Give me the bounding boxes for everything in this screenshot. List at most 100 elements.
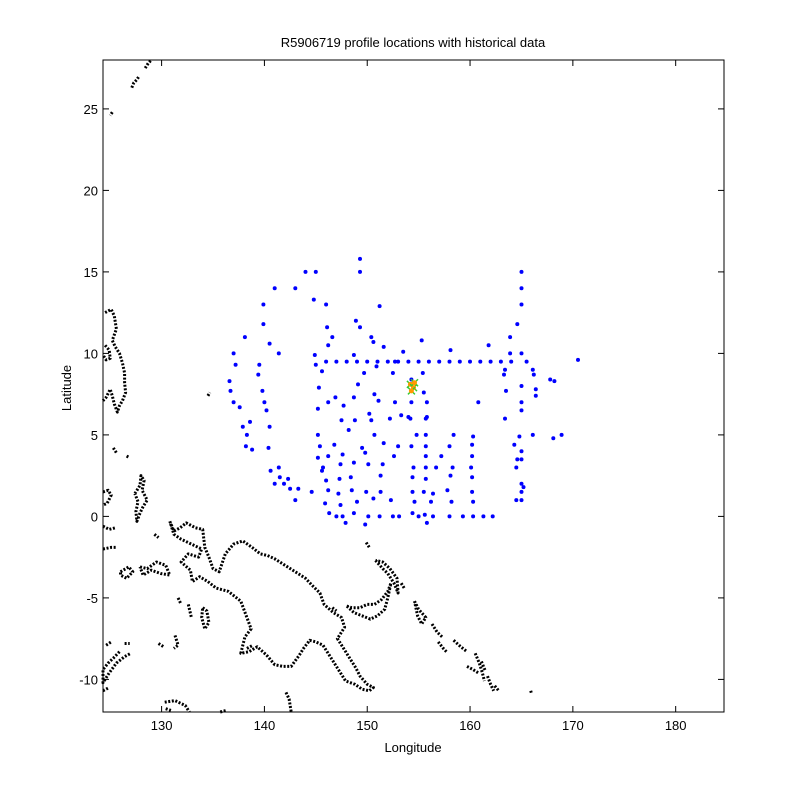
coastline-13: [102, 545, 117, 551]
historical-point: [533, 387, 538, 392]
historical-point: [410, 489, 415, 494]
y-tick-label: 15: [84, 265, 98, 280]
historical-point: [503, 416, 507, 421]
historical-point: [374, 364, 379, 369]
historical-point: [385, 359, 390, 364]
historical-point: [363, 522, 368, 527]
historical-point: [448, 348, 453, 353]
historical-point: [519, 269, 524, 274]
historical-point: [387, 416, 392, 421]
historical-point: [355, 499, 359, 504]
historical-point: [377, 514, 382, 519]
historical-point: [468, 359, 472, 364]
historical-point: [498, 359, 503, 364]
historical-point: [272, 286, 277, 291]
historical-point: [502, 372, 506, 377]
coastline-28: [284, 691, 293, 713]
historical-point: [423, 476, 428, 481]
y-axis-title: Latitude: [59, 365, 74, 411]
historical-point: [559, 432, 564, 437]
historical-point: [399, 413, 404, 418]
historical-point: [469, 465, 474, 470]
x-tick-label: 140: [254, 718, 276, 733]
historical-point: [508, 351, 513, 356]
historical-point: [264, 408, 269, 413]
historical-point: [355, 359, 359, 364]
profile-points-layer: [406, 378, 419, 395]
historical-point: [447, 444, 452, 449]
y-tick-label: 10: [84, 346, 98, 361]
historical-point: [326, 454, 331, 459]
historical-point: [519, 449, 524, 454]
historical-point: [237, 405, 242, 410]
historical-point: [272, 481, 277, 486]
historical-point: [488, 359, 493, 364]
historical-point: [228, 388, 233, 393]
historical-point: [372, 392, 377, 397]
historical-point: [533, 393, 538, 398]
historical-point: [519, 408, 524, 413]
historical-point: [358, 325, 362, 330]
historical-point: [286, 476, 291, 481]
historical-point: [377, 304, 382, 309]
historical-point: [423, 454, 428, 459]
coastline-16: [176, 597, 183, 606]
historical-point: [356, 382, 360, 387]
historical-point: [231, 351, 236, 356]
historical-point: [334, 359, 339, 364]
coastline-layer: [101, 58, 534, 714]
y-tick-label: -5: [86, 591, 98, 606]
coastline-12: [168, 520, 375, 693]
coastline-44: [493, 684, 500, 692]
historical-point: [424, 520, 429, 525]
historical-point: [423, 465, 428, 470]
historical-point: [268, 468, 273, 473]
historical-point: [503, 367, 507, 372]
historical-point: [324, 478, 329, 483]
coastline-43: [529, 690, 534, 695]
historical-point: [338, 462, 343, 467]
historical-point: [248, 419, 252, 424]
historical-point: [548, 377, 553, 382]
historical-point: [519, 384, 524, 388]
historical-point: [375, 359, 380, 364]
historical-point: [411, 465, 416, 470]
historical-point: [369, 335, 374, 340]
historical-point: [362, 371, 367, 375]
historical-point: [481, 514, 486, 519]
historical-point: [336, 491, 341, 496]
historical-point: [346, 428, 351, 432]
historical-point: [515, 457, 520, 462]
historical-point: [412, 499, 417, 504]
historical-point: [266, 445, 271, 450]
x-tick-label: 150: [356, 718, 378, 733]
historical-point: [338, 503, 343, 507]
historical-point: [416, 514, 421, 519]
historical-point: [397, 514, 402, 519]
historical-point: [471, 514, 476, 519]
historical-point: [323, 501, 328, 506]
historical-point: [519, 481, 524, 486]
historical-point: [330, 335, 335, 340]
historical-point: [316, 385, 321, 390]
historical-point: [260, 388, 265, 393]
historical-point: [451, 432, 456, 437]
historical-point: [343, 520, 348, 525]
historical-point: [277, 475, 282, 480]
historical-point: [344, 359, 349, 364]
historical-point: [315, 455, 320, 460]
historical-point: [334, 514, 339, 519]
historical-point: [450, 465, 455, 470]
historical-point: [524, 359, 529, 364]
historical-point: [327, 511, 332, 516]
historical-point: [313, 362, 318, 367]
profile-point: [408, 388, 414, 394]
historical-point: [420, 371, 425, 375]
historical-point: [320, 468, 324, 473]
historical-point: [447, 359, 452, 364]
historical-point: [351, 511, 356, 516]
coastline-31: [345, 581, 393, 621]
historical-point: [381, 441, 386, 446]
historical-point: [519, 400, 524, 405]
